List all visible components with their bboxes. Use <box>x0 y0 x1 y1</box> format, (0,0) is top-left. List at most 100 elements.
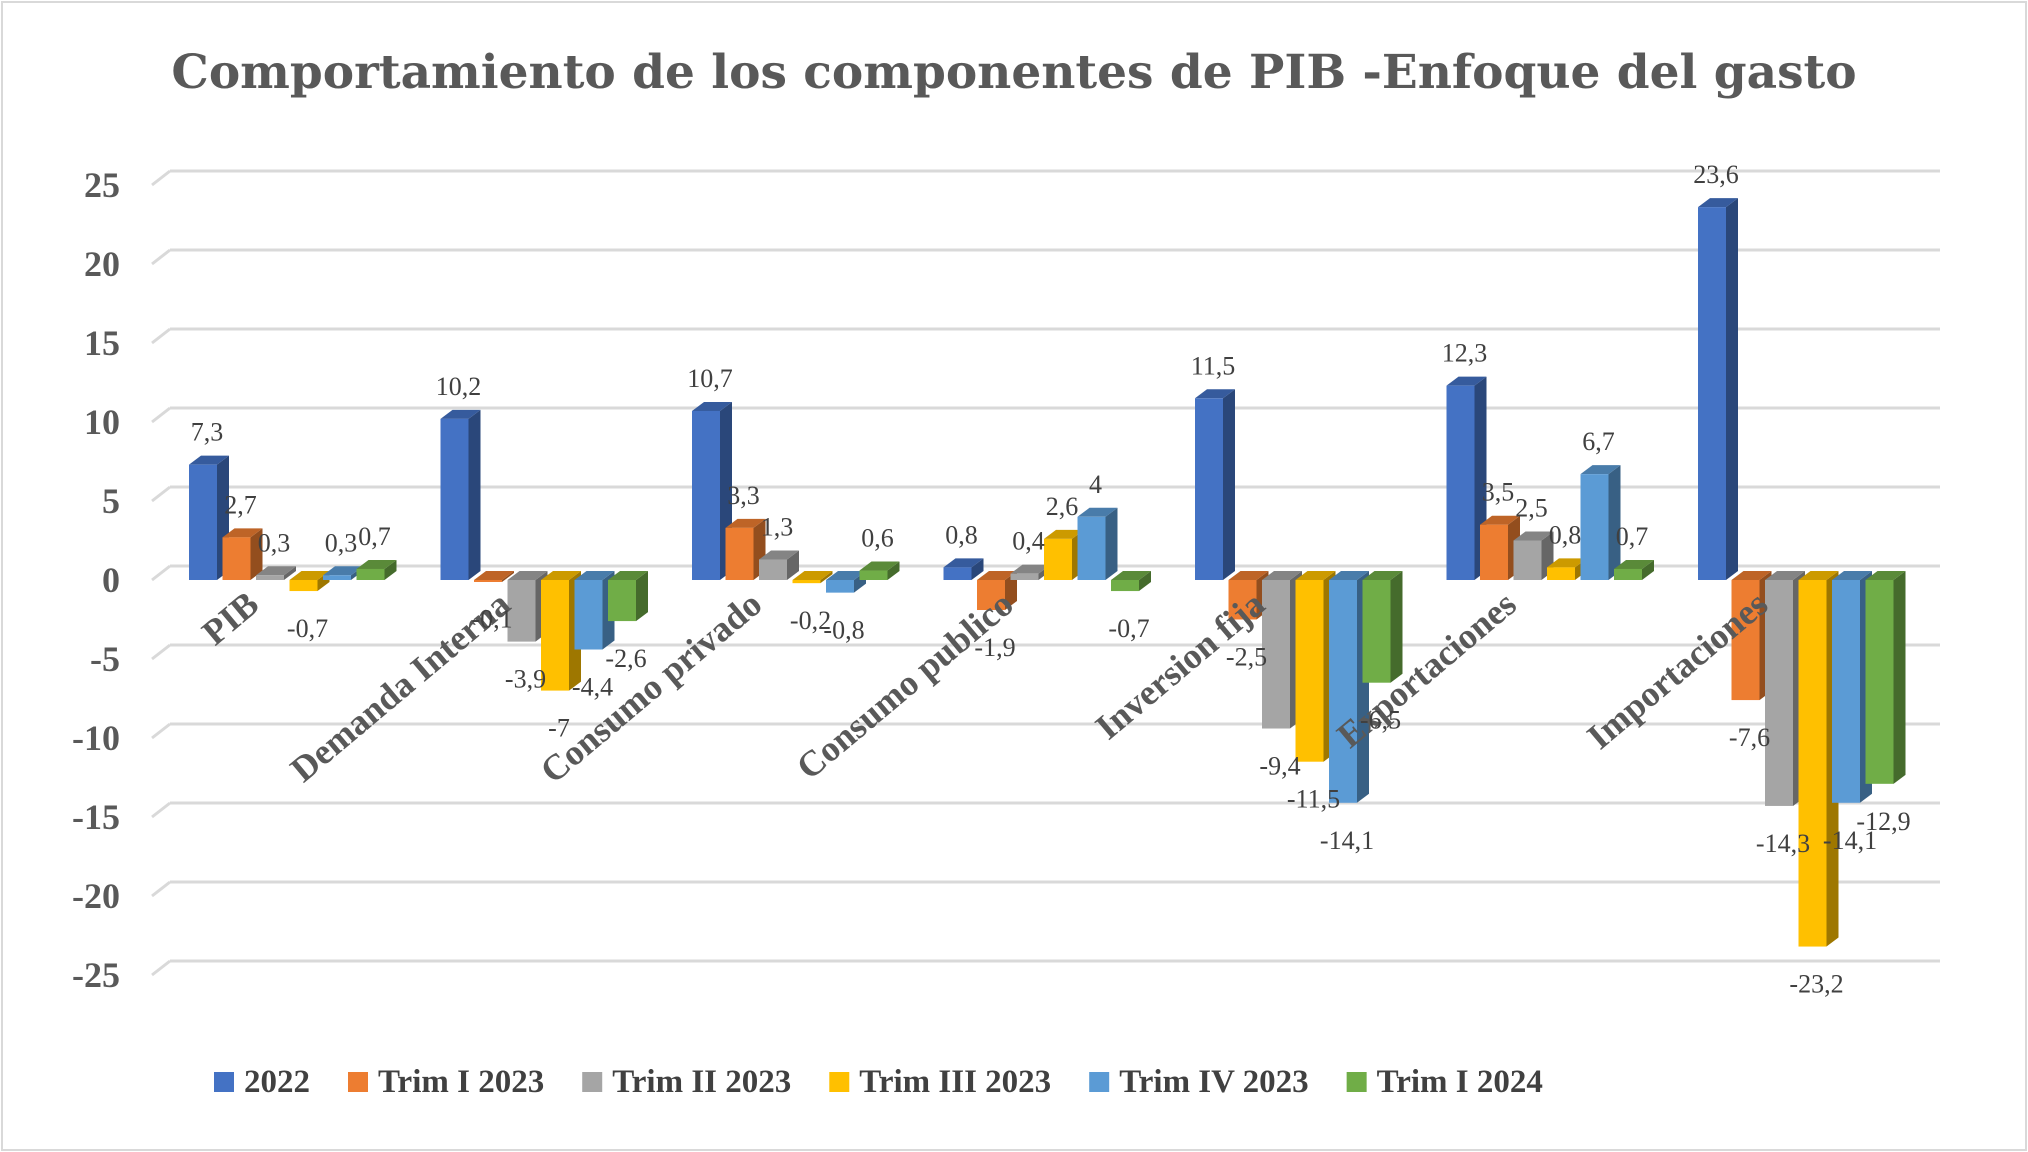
chart-title: Comportamiento de los componentes de PIB… <box>171 45 1856 100</box>
data-label: 1,3 <box>761 512 794 541</box>
bar-top <box>1614 559 1654 569</box>
data-label: -2,6 <box>605 644 646 673</box>
bar-front <box>1295 580 1324 762</box>
data-label: 0,6 <box>861 524 894 553</box>
bar-top <box>1547 558 1587 568</box>
bar-front <box>1547 567 1575 580</box>
bar-top <box>1295 571 1336 580</box>
bar-front <box>608 580 636 622</box>
bar-top <box>1228 571 1269 580</box>
data-label: 0,7 <box>1616 522 1649 551</box>
bar-side <box>384 559 397 580</box>
bar-front <box>189 464 217 580</box>
legend-label: Trim IV 2023 <box>1119 1064 1308 1100</box>
bar-top <box>440 409 481 419</box>
data-label: -2,5 <box>1226 643 1267 672</box>
bar <box>1446 376 1487 580</box>
gridline-slant <box>151 722 171 740</box>
legend: 2022 Trim I 2023 Trim II 2023 Trim III 2023… <box>214 1064 1543 1100</box>
legend-swatch <box>829 1072 850 1092</box>
bar-front <box>323 575 351 580</box>
data-label: 3,5 <box>1482 478 1515 507</box>
data-label: -0,8 <box>823 616 864 645</box>
y-tick-label: -20 <box>72 876 120 916</box>
bar-front <box>826 580 854 593</box>
gridline-slant <box>151 880 171 898</box>
bar-side <box>1608 465 1621 580</box>
bar-front <box>1446 385 1475 580</box>
data-label: 6,7 <box>1582 427 1615 456</box>
y-tick-label: 25 <box>84 165 120 205</box>
bar-front <box>507 580 536 642</box>
bar-top <box>222 528 263 538</box>
data-label: -0,1 <box>471 605 512 634</box>
bar-top <box>1446 376 1487 386</box>
data-label: -14,1 <box>1823 826 1877 855</box>
bar-front <box>1077 516 1106 580</box>
bar-top <box>1362 571 1403 580</box>
bar-side <box>250 528 263 580</box>
legend-label: Trim I 2023 <box>378 1064 544 1100</box>
bar <box>725 518 766 580</box>
bar-side <box>502 571 514 582</box>
bar-top <box>507 571 548 580</box>
bar-front <box>1580 474 1609 580</box>
data-label: 0,3 <box>325 528 358 557</box>
bar-top <box>692 401 732 411</box>
bar-side <box>1893 571 1906 784</box>
bar-front <box>356 568 385 580</box>
bar-top <box>1513 531 1554 541</box>
bar <box>1547 558 1587 580</box>
y-tick-label: -5 <box>90 639 120 679</box>
bar-top <box>792 571 833 580</box>
bar-front <box>1262 580 1290 729</box>
bar-side <box>284 566 296 580</box>
data-label: -3,9 <box>505 665 546 694</box>
data-label: -7 <box>548 714 570 743</box>
bar <box>1513 531 1554 580</box>
bar-side <box>1105 507 1118 580</box>
data-label: 0,8 <box>945 520 978 549</box>
y-tick-label: 0 <box>102 560 120 600</box>
bar-top <box>574 571 615 580</box>
bar-side <box>468 409 481 580</box>
bar-front <box>440 418 469 580</box>
bar-front <box>256 575 284 580</box>
bar <box>1362 571 1403 683</box>
bar <box>222 528 263 580</box>
bar-top <box>1698 198 1738 208</box>
legend-label: Trim III 2023 <box>859 1064 1051 1100</box>
bar-front <box>692 410 720 580</box>
bar-front <box>859 570 888 580</box>
bar-top <box>1262 571 1302 580</box>
gridline-slant <box>151 801 171 819</box>
bar-top <box>474 571 514 580</box>
data-label: 3,3 <box>727 481 760 510</box>
data-label: -4,4 <box>572 673 613 702</box>
data-label: -9,4 <box>1259 752 1300 781</box>
gridline-slant <box>151 485 171 503</box>
data-label: -12,9 <box>1856 807 1910 836</box>
data-label: -14,3 <box>1756 829 1810 858</box>
bar-front <box>1698 207 1726 580</box>
bar-top <box>1195 389 1235 399</box>
data-label: 2,6 <box>1046 492 1079 521</box>
legend-swatch <box>1089 1072 1110 1092</box>
bar-front <box>222 537 251 580</box>
legend-label: Trim II 2023 <box>612 1064 791 1100</box>
bar <box>1798 571 1839 947</box>
bar <box>608 571 648 622</box>
bar-front <box>1731 580 1760 701</box>
bar <box>1077 507 1118 580</box>
bar <box>1228 571 1269 620</box>
bar-front <box>1111 580 1139 592</box>
bar-top <box>1865 571 1906 580</box>
bar-front <box>474 580 502 582</box>
bar-top <box>256 566 296 576</box>
gridline-slant <box>151 169 171 187</box>
bar-front <box>1798 580 1827 947</box>
data-label: 10,2 <box>436 372 482 401</box>
bar <box>474 571 514 582</box>
data-label: 2,7 <box>224 490 257 519</box>
